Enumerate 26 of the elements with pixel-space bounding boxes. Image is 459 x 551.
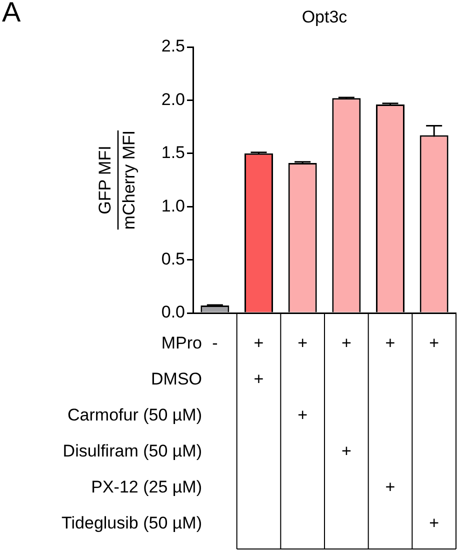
text: + xyxy=(341,442,352,461)
text: A xyxy=(2,0,21,28)
chart-title: Opt3c xyxy=(302,8,348,27)
text: + xyxy=(298,406,308,425)
text: PX-12 (25 µM) xyxy=(91,478,202,497)
text: + xyxy=(254,334,264,353)
y-axis-title: GFP MFI mCherry MFI xyxy=(96,130,139,230)
text: + xyxy=(298,334,308,353)
text: + xyxy=(429,334,440,353)
text: + xyxy=(254,370,264,389)
text: Carmofur (50 µM) xyxy=(68,406,202,425)
text: Tideglusib (50 µM) xyxy=(62,514,202,533)
text: + xyxy=(385,334,396,353)
text: + xyxy=(385,478,396,497)
text: - xyxy=(212,334,218,353)
y-tick-label: 2.0 xyxy=(161,90,185,109)
y-tick-label: 0.5 xyxy=(161,249,185,268)
y-tick-label: 1.5 xyxy=(161,143,185,162)
text: + xyxy=(429,514,440,533)
y-tick-label: 0.0 xyxy=(161,302,185,322)
y-tick-label: 1.0 xyxy=(161,196,185,216)
y-tick-label: 2.5 xyxy=(161,36,185,56)
text: MPro xyxy=(161,334,202,353)
text: + xyxy=(341,334,352,353)
text: Disulfiram (50 µM) xyxy=(62,442,202,461)
text: DMSO xyxy=(151,370,202,389)
